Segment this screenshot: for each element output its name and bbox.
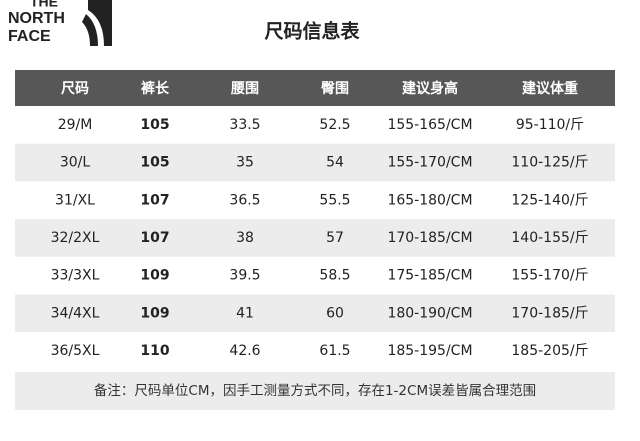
row-band [15, 181, 615, 220]
column-header: 腰围 [230, 81, 259, 97]
cell: 38 [236, 230, 254, 246]
column-header: 臀围 [321, 81, 349, 97]
cell: 110-125/斤 [511, 155, 588, 171]
cell: 95-110/斤 [516, 117, 584, 133]
cell: 42.6 [229, 343, 260, 359]
column-header: 建议身高 [402, 80, 458, 97]
cell: 125-140/斤 [511, 192, 588, 208]
cell: 175-185/CM [387, 268, 472, 284]
cell: 105 [140, 155, 169, 171]
column-header: 尺码 [61, 81, 89, 97]
cell: 39.5 [229, 268, 260, 284]
cell: 41 [236, 305, 254, 321]
note-band [15, 372, 615, 410]
row-band [15, 143, 615, 182]
column-header: 裤长 [141, 80, 170, 97]
cell: 185-195/CM [387, 343, 472, 359]
cell: 36.5 [229, 192, 260, 208]
cell: 170-185/斤 [511, 305, 588, 321]
cell: 54 [326, 155, 344, 171]
cell: 110 [140, 343, 169, 359]
cell: 109 [140, 268, 169, 284]
cell: 52.5 [319, 117, 350, 133]
cell: 33/3XL [51, 268, 100, 284]
logo-mark [82, 14, 98, 46]
cell: 61.5 [319, 343, 350, 359]
cell: 32/2XL [51, 230, 100, 246]
row-band [15, 219, 615, 257]
row-band [15, 106, 615, 144]
title: 尺码信息表 [264, 20, 360, 43]
logo-line: NORTH [8, 10, 65, 27]
cell: 180-190/CM [387, 305, 472, 321]
cell: 185-205/斤 [511, 343, 588, 359]
logo-mark [88, 0, 112, 46]
cell: 165-180/CM [387, 192, 472, 208]
cell: 58.5 [319, 268, 350, 284]
note: 备注：尺码单位CM，因手工测量方式不同，存在1-2CM误差皆属合理范围 [94, 382, 536, 399]
cell: 155-170/斤 [511, 268, 588, 284]
cell: 60 [326, 305, 344, 321]
row-band [15, 256, 615, 295]
cell: 29/M [58, 117, 93, 133]
logo-line: FACE [8, 28, 51, 45]
logo: THE NORTH FACE [8, 0, 112, 46]
cell: 34/4XL [51, 305, 100, 321]
cell: 155-165/CM [387, 117, 472, 133]
logo-line: THE [30, 0, 58, 10]
cell: 107 [140, 230, 169, 246]
cell: 105 [140, 117, 169, 133]
cell: 140-155/斤 [511, 230, 588, 246]
cell: 55.5 [319, 192, 350, 208]
cell: 107 [140, 192, 169, 208]
column-header: 建议体重 [522, 80, 578, 97]
cell: 57 [326, 230, 344, 246]
cell: 31/XL [55, 192, 95, 208]
cell: 170-185/CM [387, 230, 472, 246]
cell: 35 [236, 155, 254, 171]
header-band [15, 70, 615, 106]
row-band [15, 332, 615, 370]
cell: 155-170/CM [387, 155, 472, 171]
cell: 33.5 [229, 117, 260, 133]
cell: 36/5XL [51, 343, 100, 359]
row-band [15, 294, 615, 333]
cell: 109 [140, 305, 169, 321]
table: 尺码 裤长 腰围 臀围 建议身高 建议体重 29/M 105 33.5 52.5 155-165/C… [15, 80, 615, 370]
cell: 30/L [60, 155, 91, 171]
